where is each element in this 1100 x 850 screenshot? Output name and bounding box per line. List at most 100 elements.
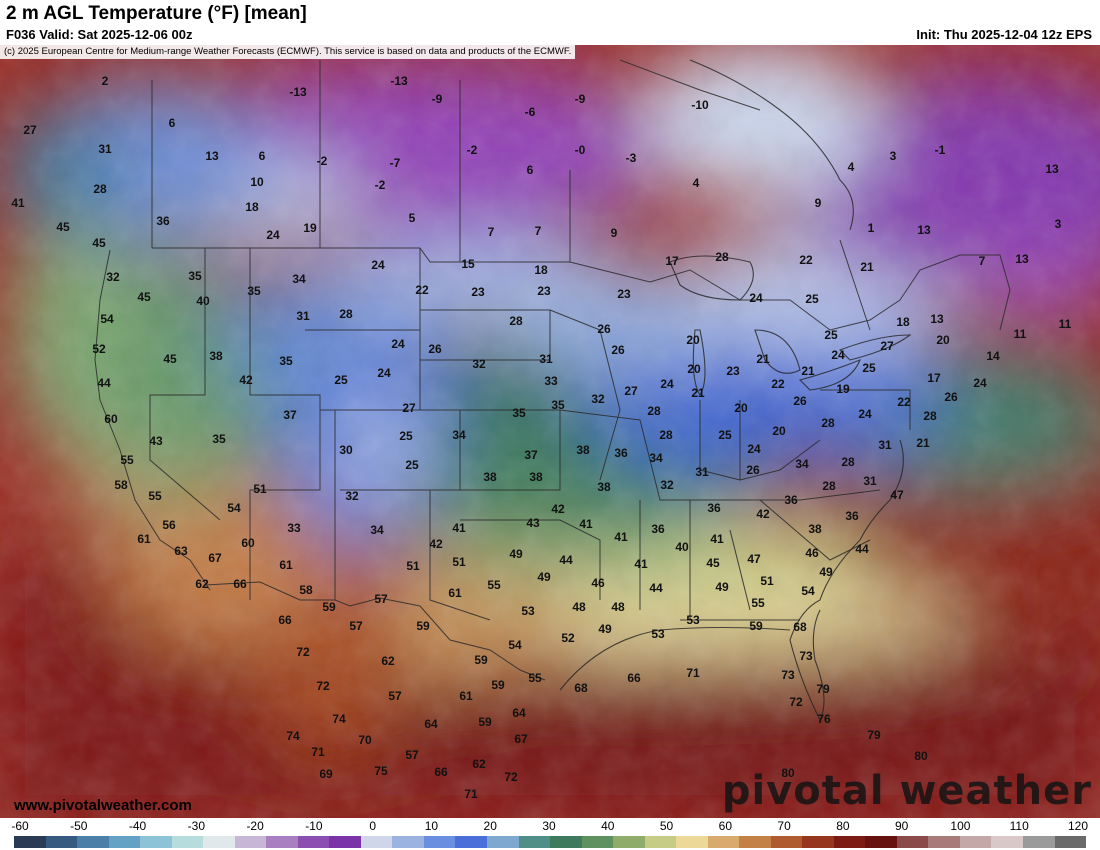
temperature-label: 41 xyxy=(11,196,25,210)
temperature-label: 47 xyxy=(890,488,904,502)
temperature-label: 9 xyxy=(611,226,618,240)
temperature-label: 59 xyxy=(474,653,488,667)
temperature-label: 63 xyxy=(174,544,188,558)
temperature-label: 33 xyxy=(287,521,301,535)
temperature-label: 79 xyxy=(867,728,881,742)
temperature-label: 6 xyxy=(169,116,176,130)
temperature-label: 57 xyxy=(374,592,388,606)
temperature-label: 38 xyxy=(209,349,223,363)
temperature-label: 11 xyxy=(1014,327,1027,341)
temperature-label: 38 xyxy=(808,522,822,536)
color-legend-swatch xyxy=(1054,836,1087,848)
temperature-field xyxy=(0,45,1100,818)
temperature-label: 9 xyxy=(815,196,822,210)
color-legend-swatch xyxy=(739,836,771,848)
temperature-label: 22 xyxy=(897,395,911,409)
temperature-label: 49 xyxy=(509,547,523,561)
temperature-label: 74 xyxy=(286,729,300,743)
temperature-label: 70 xyxy=(358,733,372,747)
temperature-label: 25 xyxy=(862,361,876,375)
temperature-label: 23 xyxy=(617,287,631,301)
init-time: Init: Thu 2025-12-04 12z EPS xyxy=(916,27,1092,42)
temperature-label: 55 xyxy=(487,578,501,592)
temperature-label: 23 xyxy=(471,285,485,299)
temperature-label: -7 xyxy=(390,156,401,170)
temperature-label: 35 xyxy=(551,398,565,412)
color-legend-tick: 80 xyxy=(836,819,850,833)
temperature-label: 66 xyxy=(627,671,641,685)
color-legend-swatch xyxy=(45,836,78,848)
temperature-label: 14 xyxy=(986,349,1000,363)
temperature-label: 51 xyxy=(406,559,420,573)
temperature-label: 40 xyxy=(196,294,210,308)
state-borders xyxy=(94,59,1011,681)
temperature-label: 36 xyxy=(784,493,798,507)
color-legend-swatch xyxy=(266,836,298,848)
temperature-label: 62 xyxy=(472,757,486,771)
temperature-label: 67 xyxy=(514,732,528,746)
temperature-label: 26 xyxy=(944,390,958,404)
temperature-label: -13 xyxy=(289,85,307,99)
color-legend-tick: 120 xyxy=(1067,819,1089,833)
temperature-label: 30 xyxy=(339,443,353,457)
color-legend-swatch xyxy=(392,836,424,848)
temperature-label: 28 xyxy=(715,250,729,264)
temperature-label: 21 xyxy=(691,386,705,400)
temperature-label: 58 xyxy=(299,583,313,597)
temperature-label: 37 xyxy=(283,408,297,422)
temperature-label: 36 xyxy=(156,214,170,228)
temperature-label: 55 xyxy=(120,453,134,467)
color-legend-tick: -50 xyxy=(70,819,88,833)
temperature-label: 49 xyxy=(598,622,612,636)
color-legend-swatch xyxy=(959,836,992,848)
temperature-label: 40 xyxy=(675,540,689,554)
temperature-label: 61 xyxy=(459,689,473,703)
temperature-label: 35 xyxy=(188,269,202,283)
color-legend-swatch xyxy=(1023,836,1055,848)
color-legend-tick: -30 xyxy=(187,819,205,833)
temperature-label: 34 xyxy=(452,428,466,442)
color-legend-swatch xyxy=(108,836,141,848)
temperature-label: -9 xyxy=(575,92,586,106)
temperature-label: 46 xyxy=(591,576,605,590)
temperature-label: 24 xyxy=(831,348,845,362)
temperature-label: 38 xyxy=(597,480,611,494)
color-legend-swatch xyxy=(802,836,834,848)
temperature-label: 21 xyxy=(756,352,770,366)
color-legend-swatch xyxy=(455,836,487,848)
color-legend-swatch xyxy=(203,836,235,848)
color-legend-tick: 40 xyxy=(601,819,615,833)
temperature-label: 31 xyxy=(98,142,112,156)
temperature-label: 74 xyxy=(332,712,346,726)
temperature-label: 31 xyxy=(878,438,892,452)
temperature-label: 32 xyxy=(591,392,605,406)
color-legend-swatch xyxy=(423,836,456,848)
temperature-label: 22 xyxy=(799,253,813,267)
temperature-label: 49 xyxy=(537,570,551,584)
color-legend-swatch xyxy=(329,836,361,848)
temperature-label: 72 xyxy=(296,645,310,659)
temperature-label: 41 xyxy=(452,521,466,535)
temperature-label: 28 xyxy=(647,404,661,418)
color-legend-swatch xyxy=(486,836,519,848)
temperature-label: 27 xyxy=(402,401,416,415)
color-legend-swatch xyxy=(171,836,204,848)
temperature-label: 59 xyxy=(478,715,492,729)
temperature-label: 23 xyxy=(537,284,551,298)
temperature-label: 64 xyxy=(424,717,438,731)
temperature-label: -1 xyxy=(935,143,946,157)
temperature-label: -0 xyxy=(575,143,586,157)
temperature-label: 20 xyxy=(686,333,700,347)
color-legend-swatch xyxy=(991,836,1023,848)
map-header: 2 m AGL Temperature (°F) [mean] F036 Val… xyxy=(0,0,1100,45)
temperature-map: 2 -13 -13 -9 -9 -10 -6 27 6 -2 -0 -1 31 13 6 -2 -7 -3 3 6 4 1… xyxy=(0,45,1100,818)
website-url[interactable]: www.pivotalweather.com xyxy=(14,797,192,814)
temperature-label: 47 xyxy=(747,552,761,566)
temperature-label: 42 xyxy=(756,507,770,521)
temperature-label: 13 xyxy=(930,312,944,326)
color-legend-swatch xyxy=(770,836,803,848)
temperature-label: 54 xyxy=(508,638,522,652)
color-legend-tick: -10 xyxy=(305,819,323,833)
map-title: 2 m AGL Temperature (°F) [mean] xyxy=(6,3,307,24)
temperature-label: 31 xyxy=(863,474,877,488)
